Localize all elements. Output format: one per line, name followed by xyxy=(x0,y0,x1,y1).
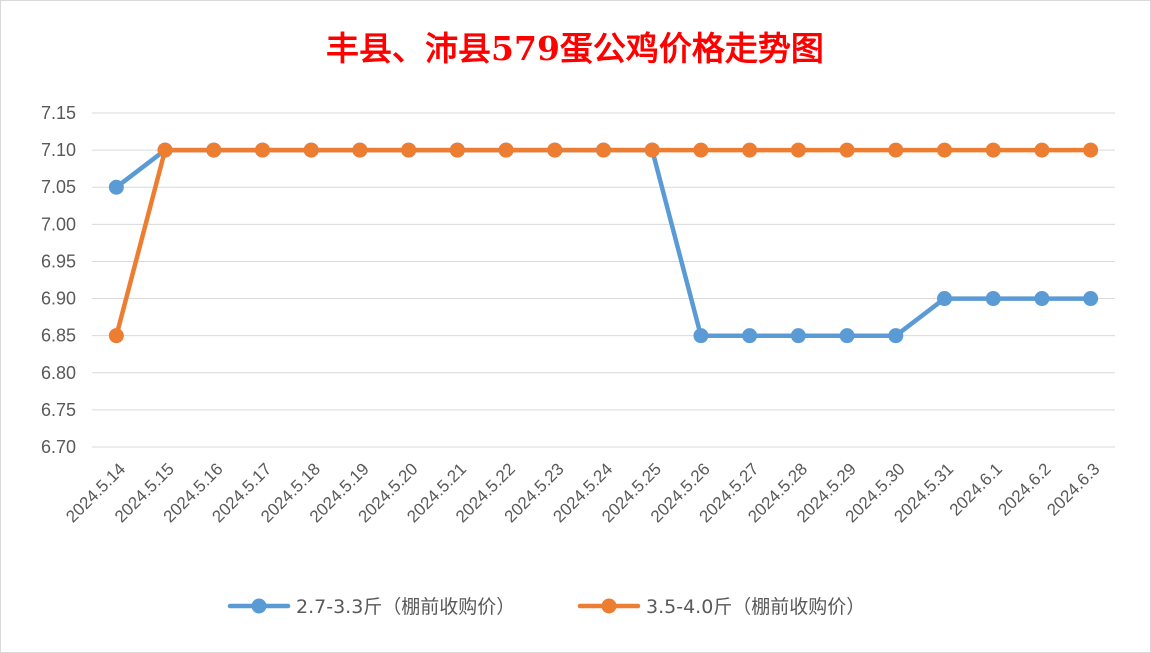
chart-title: 丰县、沛县579蛋公鸡价格走势图 xyxy=(326,29,824,68)
series-2-point xyxy=(1083,142,1099,158)
gridlines xyxy=(92,112,1115,448)
series-1-point xyxy=(1083,291,1099,307)
series-2-point xyxy=(937,142,952,158)
series-1-point xyxy=(888,328,904,344)
x-tick-label: 2024.6.1 xyxy=(946,459,1006,519)
series-1-point xyxy=(839,328,855,344)
series-2-point xyxy=(644,142,660,158)
legend: 2.7-3.3斤（棚前收购价） 3.5-4.0斤（棚前收购价） xyxy=(227,596,865,618)
series-2-point xyxy=(498,142,514,158)
series-2-point xyxy=(693,142,709,158)
x-axis-ticks: 2024.5.142024.5.152024.5.162024.5.172024… xyxy=(62,459,1103,526)
y-tick-label: 6.80 xyxy=(41,363,76,383)
series-2-point xyxy=(985,142,1001,158)
series-2-point xyxy=(255,142,270,158)
series-layer xyxy=(108,142,1099,344)
series-2-point xyxy=(303,142,319,158)
y-tick-label: 6.95 xyxy=(41,251,76,271)
y-tick-label: 6.75 xyxy=(41,400,76,420)
series-2-point xyxy=(547,142,563,158)
series-2-point xyxy=(108,328,124,344)
series-line-1 xyxy=(114,147,1093,338)
y-tick-label: 6.85 xyxy=(41,326,76,346)
legend-label: 3.5-4.0斤（棚前收购价） xyxy=(646,596,865,618)
legend-label: 2.7-3.3斤（棚前收购价） xyxy=(296,596,515,618)
series-2-point xyxy=(1034,142,1050,158)
y-axis-ticks: 7.15 7.10 7.05 7.00 6.95 6.90 6.85 6.80 6.75 6.70 xyxy=(41,103,76,457)
x-tick-label: 2024.6.2 xyxy=(995,459,1055,519)
series-2-point xyxy=(449,142,465,158)
series-1-point xyxy=(1034,291,1050,307)
y-tick-label: 7.15 xyxy=(41,103,76,123)
y-tick-label: 6.70 xyxy=(41,437,76,457)
series-2-point xyxy=(157,142,173,158)
series-2-point xyxy=(839,142,855,158)
y-tick-label: 7.05 xyxy=(41,177,76,197)
series-1-point xyxy=(693,328,709,344)
legend-swatch-marker xyxy=(251,598,267,614)
x-tick-label: 2024.6.3 xyxy=(1043,459,1103,519)
legend-swatch-marker xyxy=(601,598,617,614)
series-2-point xyxy=(352,142,368,158)
y-tick-label: 7.00 xyxy=(41,214,76,234)
series-1-point xyxy=(937,291,952,307)
series-2-point xyxy=(206,142,222,158)
series-1-point xyxy=(108,179,124,195)
series-2-point xyxy=(888,142,904,158)
y-tick-label: 6.90 xyxy=(41,289,76,309)
series-1-point xyxy=(985,291,1001,307)
series-2-point xyxy=(742,142,758,158)
series-line-2 xyxy=(114,147,1093,338)
series-1-point xyxy=(742,328,758,344)
series-1-point xyxy=(790,328,806,344)
series-2-point xyxy=(401,142,417,158)
series-2-point xyxy=(790,142,806,158)
y-tick-label: 7.10 xyxy=(41,140,76,160)
series-2-point xyxy=(596,142,611,158)
